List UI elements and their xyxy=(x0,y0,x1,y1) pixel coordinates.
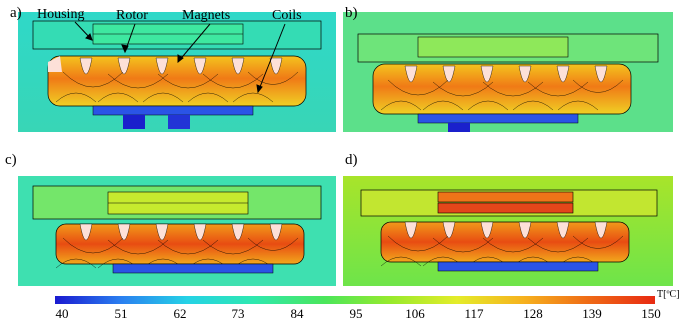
colorbar-gradient xyxy=(55,296,655,304)
colorbar-tick: 106 xyxy=(405,306,425,321)
callout-coils: Coils xyxy=(272,8,302,23)
colorbar-tick: 84 xyxy=(290,306,304,321)
callout-housing: Housing xyxy=(37,7,85,22)
colorbar-tick: 150 xyxy=(641,306,661,321)
colorbar-tick: 139 xyxy=(582,306,602,321)
panel-d-image xyxy=(343,176,673,286)
colorbar-tick: 128 xyxy=(523,306,543,321)
panel-label-a: a) xyxy=(10,5,22,21)
panel-a-image xyxy=(17,11,337,133)
callout-rotor: Rotor xyxy=(116,8,148,23)
panel-c-image xyxy=(18,176,336,286)
callout-magnets: Magnets xyxy=(182,8,231,23)
colorbar-tick: 73 xyxy=(231,306,245,321)
colorbar-tick: 95 xyxy=(349,306,363,321)
panel-b-image xyxy=(343,12,673,132)
colorbar-title: T[ºC] xyxy=(657,289,680,300)
colorbar-tick: 62 xyxy=(173,306,187,321)
colorbar-tick: 117 xyxy=(464,306,484,321)
colorbar-tick: 51 xyxy=(114,306,128,321)
panel-label-c: c) xyxy=(5,152,17,168)
panel-label-b: b) xyxy=(345,5,358,21)
callout-arrows xyxy=(74,21,286,94)
colorbar-tick: 40 xyxy=(55,306,69,321)
panel-label-d: d) xyxy=(345,152,358,168)
